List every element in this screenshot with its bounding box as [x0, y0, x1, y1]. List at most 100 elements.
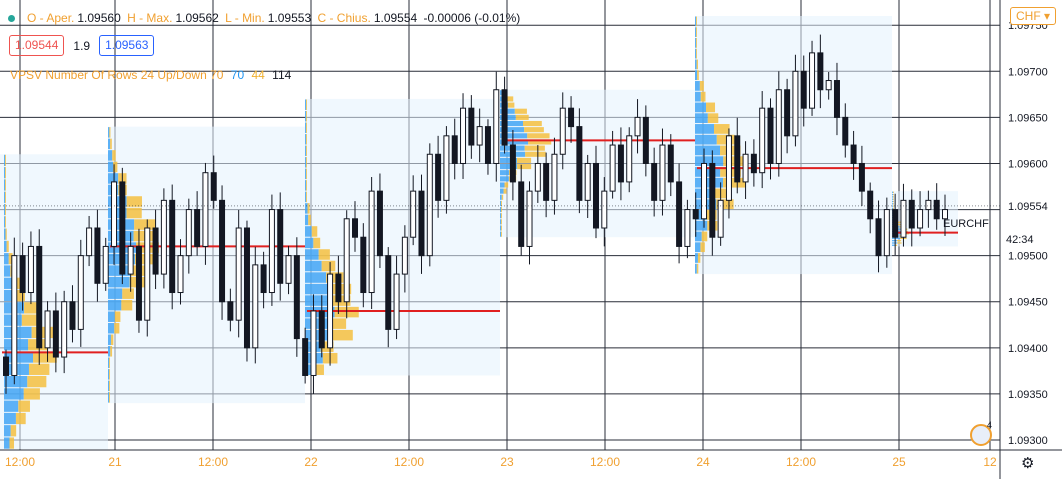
profile-bar-up [4, 240, 7, 253]
candle-body [401, 236, 408, 275]
candle-body [393, 273, 400, 330]
profile-bar-up [4, 412, 16, 425]
profile-bar-down [723, 177, 747, 188]
profile-bar-up [695, 263, 697, 274]
profile-bar-up [695, 27, 697, 38]
candle-body [468, 107, 475, 146]
candle-body [476, 126, 483, 146]
candle-body [376, 190, 383, 257]
profile-bar-down [897, 223, 903, 226]
profile-bar-up [695, 231, 702, 242]
candle-body [543, 162, 550, 201]
profile-bar-up [108, 311, 115, 322]
gear-icon[interactable]: ⚙ [1021, 455, 1035, 472]
currency-button[interactable]: CHF ▾ [1010, 7, 1057, 25]
candle-body [842, 116, 849, 146]
profile-bar-down [696, 263, 699, 274]
candle-body [576, 126, 583, 201]
profile-bar-up [500, 114, 516, 120]
profile-bar-down [9, 437, 15, 449]
profile-bar-down [501, 200, 502, 206]
candle-body [111, 181, 118, 247]
profile-bar-up [500, 200, 502, 206]
candle-body [185, 209, 192, 257]
profile-bar-up [108, 380, 110, 392]
profile-bar-up [892, 196, 894, 198]
profile-bar-down [15, 412, 26, 425]
profile-bar-up [4, 253, 9, 265]
profile-bar-down [5, 179, 6, 191]
profile-bar-up [108, 138, 111, 150]
profile-bar-down [306, 180, 307, 191]
x-tick-label: 12:00 [394, 455, 424, 469]
profile-bar-down [706, 102, 716, 113]
candle-body [825, 80, 832, 91]
trade-panel: 1.09544 1.9 1.09563 [9, 35, 155, 56]
buy-button[interactable]: 1.09563 [99, 35, 155, 56]
candle-body [210, 172, 217, 201]
candle-body [942, 209, 948, 220]
profile-bar-down [501, 206, 502, 213]
profile-bar-up [305, 191, 307, 203]
profile-bar-down [24, 302, 41, 314]
profile-bar-down [306, 191, 307, 203]
candle-body [867, 190, 874, 220]
profile-bar-up [108, 322, 115, 334]
candle-body [817, 52, 824, 91]
profile-bar-up [108, 334, 111, 346]
profile-bar-down [524, 127, 544, 133]
events-icon[interactable] [970, 424, 992, 446]
close-label: C - Chius. [317, 11, 371, 25]
profile-bar-up [305, 295, 331, 306]
profile-bar-up [305, 272, 327, 283]
candle-body [69, 301, 76, 330]
profile-bar-up [500, 182, 505, 188]
profile-bar-up [892, 193, 894, 196]
profile-bar-up [305, 180, 307, 191]
events-count: 4 [987, 420, 993, 430]
candle-body [559, 107, 566, 155]
x-tick-label: 12:00 [786, 455, 816, 469]
sell-button[interactable]: 1.09544 [9, 35, 65, 56]
profile-bar-up [4, 326, 32, 339]
x-tick-label: 21 [108, 455, 122, 469]
profile-bar-up [892, 237, 901, 240]
profile-bar-up [695, 177, 724, 188]
market-status-icon [8, 14, 15, 22]
candle-body [318, 310, 325, 349]
profile-bar-down [716, 134, 735, 145]
profile-bar-down [315, 364, 324, 375]
profile-bar-up [4, 191, 6, 203]
last-price-tag-bg [1001, 196, 1061, 214]
candle-body [343, 218, 350, 303]
profile-bar-up [695, 81, 700, 91]
profile-bar-down [507, 96, 514, 102]
candle-body [86, 227, 93, 257]
candle-body [883, 209, 890, 257]
profile-bar-down [897, 221, 902, 223]
y-tick-label: 1.09450 [1008, 297, 1048, 309]
profile-bar-up [305, 260, 322, 272]
indicator-legend[interactable]: VPSV Number Of Rows 24 Up/Down 70 70 44 … [10, 68, 291, 82]
candle-body [144, 227, 151, 321]
profile-bar-up [4, 167, 6, 179]
candle-body [734, 135, 741, 183]
profile-bar-up [695, 59, 697, 70]
indicator-value-up: 70 [230, 68, 245, 82]
profile-bar-down [707, 113, 719, 124]
candle-body [243, 227, 250, 349]
candle-body [634, 116, 641, 137]
profile-bar-down [893, 207, 894, 210]
profile-bar-down [8, 253, 13, 265]
y-tick-label: 1.09400 [1008, 343, 1048, 355]
profile-bar-down [109, 127, 111, 138]
profile-bar-up [500, 157, 518, 163]
candle-body [268, 209, 275, 294]
high-label: H - Max. [127, 11, 173, 25]
candle-body [360, 236, 367, 294]
profile-bar-down [110, 138, 112, 150]
profile-bar-up [305, 145, 307, 157]
profile-bar-up [500, 127, 525, 133]
candle-body [526, 190, 533, 247]
